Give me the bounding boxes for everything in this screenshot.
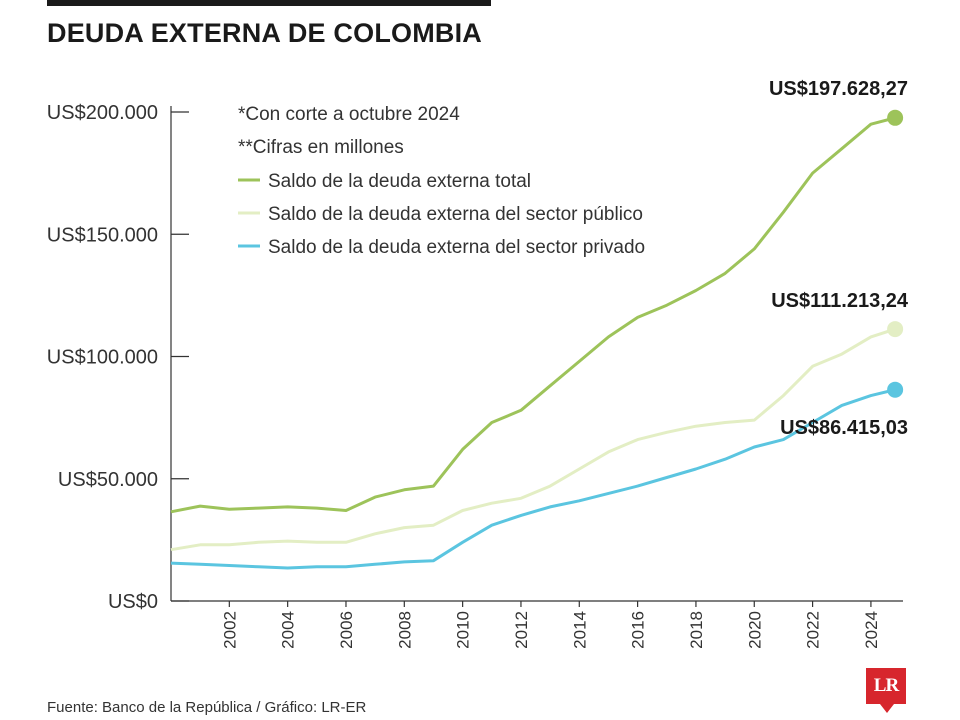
end-label-private: US$86.415,03 (780, 417, 908, 439)
end-labels: US$197.628,27 US$111.213,24 US$86.415,03 (769, 78, 909, 439)
x-tick-label: 2008 (395, 611, 414, 649)
chart-title: DEUDA EXTERNA DE COLOMBIA (47, 18, 483, 48)
x-tick-label: 2006 (337, 611, 356, 649)
note-units: **Cifras en millones (238, 137, 404, 158)
source-credit: Fuente: Banco de la República / Gráfico:… (47, 699, 367, 716)
lr-logo-tail (880, 704, 894, 713)
series-layer (170, 109, 904, 570)
end-label-total: US$197.628,27 (769, 78, 908, 100)
x-tick-label: 2004 (279, 611, 298, 649)
series-line-2 (170, 388, 896, 570)
y-tick-label: US$200.000 (47, 102, 158, 124)
x-tick-label: 2014 (570, 611, 589, 649)
line-chart: US$0 US$50.000 US$100.000 US$150.000 US$200.… (47, 78, 909, 649)
series-end-point-2 (887, 381, 904, 398)
x-tick-label: 2012 (512, 611, 531, 649)
lr-logo: LR (866, 668, 906, 704)
top-rule (47, 0, 491, 6)
x-tick-label: 2022 (804, 611, 823, 649)
x-tick-label: 2016 (629, 611, 648, 649)
x-tick-label: 2024 (862, 611, 881, 649)
y-tick-label: US$0 (108, 591, 158, 613)
axes: US$0 US$50.000 US$100.000 US$150.000 US$200.… (47, 102, 903, 649)
legend-label-public: Saldo de la deuda externa del sector púb… (268, 204, 643, 225)
legend-label-private: Saldo de la deuda externa del sector pri… (268, 237, 645, 258)
legend-label-total: Saldo de la deuda externa total (268, 171, 531, 192)
x-tick-label: 2002 (220, 611, 239, 649)
series-line-0 (170, 116, 896, 514)
series-line-1 (170, 327, 896, 552)
legend: *Con corte a octubre 2024 **Cifras en mi… (238, 104, 645, 258)
y-tick-label: US$50.000 (58, 469, 158, 491)
end-label-public: US$111.213,24 (771, 290, 909, 312)
x-tick-label: 2010 (454, 611, 473, 649)
x-tick-label: 2020 (745, 611, 764, 649)
series-end-point-1 (887, 321, 904, 338)
note-cutoff: *Con corte a octubre 2024 (238, 104, 460, 125)
series-end-point-0 (887, 109, 904, 126)
x-tick-label: 2018 (687, 611, 706, 649)
y-tick-label: US$150.000 (47, 224, 158, 246)
y-tick-label: US$100.000 (47, 347, 158, 369)
